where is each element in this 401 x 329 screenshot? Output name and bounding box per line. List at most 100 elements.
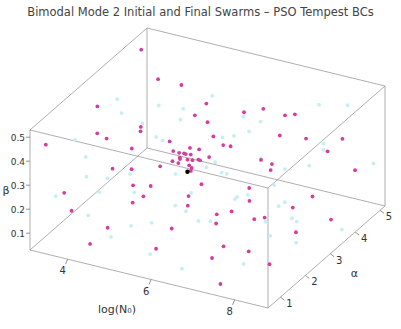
- z-tick-label: 0.1: [11, 229, 25, 239]
- point: [198, 158, 202, 162]
- point: [341, 137, 345, 141]
- point: [95, 105, 99, 109]
- point: [154, 247, 158, 251]
- point: [186, 158, 190, 162]
- title: Bimodal Mode 2 Initial and Final Swarms …: [27, 5, 373, 19]
- point: [111, 167, 115, 171]
- box-edge: [147, 28, 148, 148]
- box-edge: [30, 250, 268, 308]
- point: [115, 97, 119, 101]
- point: [321, 142, 325, 146]
- point: [150, 221, 154, 225]
- point: [269, 168, 273, 172]
- z-tick-label: 0.3: [11, 181, 25, 191]
- point: [222, 244, 226, 248]
- point: [371, 162, 375, 166]
- point: [346, 103, 350, 107]
- point: [230, 210, 234, 214]
- point: [221, 143, 225, 147]
- point: [208, 219, 212, 223]
- point: [173, 204, 177, 208]
- box-edge: [30, 130, 268, 188]
- point: [221, 136, 225, 140]
- point: [157, 104, 161, 108]
- point: [213, 160, 217, 164]
- point: [84, 155, 88, 159]
- point: [44, 143, 48, 147]
- point: [206, 120, 210, 124]
- point: [242, 262, 246, 266]
- point: [181, 107, 185, 111]
- point: [191, 158, 195, 162]
- point: [272, 183, 276, 187]
- point: [130, 147, 134, 151]
- y-tick-label: 3: [336, 255, 342, 266]
- point: [129, 224, 133, 228]
- point: [307, 164, 311, 168]
- point: [225, 172, 229, 176]
- point: [182, 151, 186, 155]
- y-tick-label: 2: [311, 276, 317, 287]
- point: [106, 226, 110, 230]
- point: [139, 48, 143, 52]
- point: [278, 134, 282, 138]
- point: [294, 230, 298, 234]
- point: [54, 194, 58, 198]
- z-tick-label: 0.5: [11, 133, 25, 143]
- z-tick: [26, 161, 30, 162]
- point: [263, 216, 267, 220]
- point: [97, 190, 101, 194]
- x-axis-label: log(N₀): [98, 303, 136, 316]
- x-tick-label: 8: [226, 306, 232, 317]
- point: [290, 216, 294, 220]
- point: [220, 171, 224, 175]
- y-tick-label: 1: [286, 298, 292, 309]
- point: [247, 249, 251, 253]
- point: [211, 135, 215, 139]
- z-tick-label: 0.2: [11, 205, 25, 215]
- point: [247, 130, 251, 134]
- y-tick: [280, 297, 284, 300]
- point: [174, 172, 178, 176]
- point: [248, 199, 252, 203]
- point: [189, 153, 193, 157]
- point: [277, 204, 281, 208]
- point: [259, 120, 263, 124]
- point: [235, 195, 239, 199]
- y-axis-label: α: [351, 267, 358, 280]
- point: [295, 220, 299, 224]
- point: [141, 194, 145, 198]
- point: [210, 256, 214, 260]
- point: [317, 103, 321, 107]
- box-edge: [268, 188, 269, 308]
- point: [180, 267, 184, 271]
- point: [200, 182, 204, 186]
- point: [293, 112, 297, 116]
- point: [88, 242, 92, 246]
- point: [197, 148, 201, 152]
- point: [322, 148, 326, 152]
- point: [185, 170, 189, 174]
- point: [259, 158, 263, 162]
- x-tick-label: 4: [59, 265, 65, 276]
- z-tick: [26, 137, 30, 138]
- box-edge: [30, 130, 31, 250]
- point: [105, 137, 109, 141]
- point: [178, 157, 182, 161]
- point: [141, 122, 145, 126]
- box-edge: [147, 28, 385, 86]
- point: [190, 166, 194, 170]
- point: [120, 111, 124, 115]
- point: [283, 200, 287, 204]
- z-axis-label: β: [2, 184, 9, 197]
- point: [168, 139, 172, 143]
- point: [291, 206, 295, 210]
- point: [171, 149, 175, 153]
- point: [205, 165, 209, 169]
- point: [329, 218, 333, 222]
- point: [197, 219, 201, 223]
- z-tick: [26, 185, 30, 186]
- y-tick: [380, 210, 384, 213]
- point: [139, 129, 143, 133]
- z-tick: [26, 209, 30, 210]
